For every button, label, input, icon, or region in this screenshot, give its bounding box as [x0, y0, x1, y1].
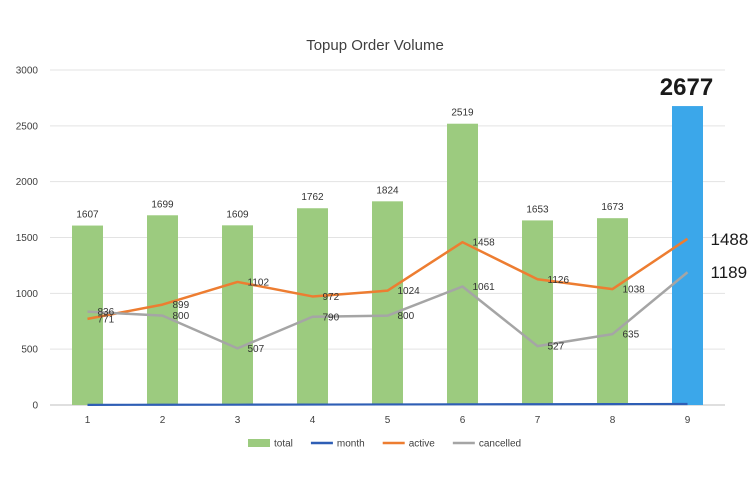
active-value-label: 1038 — [623, 285, 646, 296]
active-value-label: 771 — [98, 314, 115, 325]
x-tick-label: 2 — [160, 415, 166, 426]
cancelled-value-label: 507 — [248, 344, 265, 355]
active-last-callout: 1488 — [711, 230, 749, 249]
bar — [597, 218, 628, 405]
y-axis: 0 500 1000 1500 2000 2500 3000 — [16, 66, 39, 412]
bar-value-label: 1699 — [151, 199, 174, 210]
legend: total month active cancelled — [248, 439, 521, 450]
cancelled-value-label: 1061 — [473, 282, 496, 293]
y-tick-label: 500 — [21, 345, 38, 356]
cancelled-value-label: 836 — [98, 307, 115, 318]
x-tick-label: 7 — [535, 415, 541, 426]
cancelled-value-label: 635 — [623, 330, 640, 341]
bar — [72, 225, 103, 405]
cancelled-value-label: 800 — [398, 311, 415, 322]
bar — [222, 225, 253, 405]
line-series-month — [87, 402, 688, 406]
active-value-label: 899 — [173, 300, 190, 311]
bars — [72, 106, 703, 406]
active-value-label: 1126 — [548, 275, 570, 286]
data-labels: 1607 1699 1609 1762 1824 2519 1653 1673 771 899 11… — [76, 108, 645, 355]
bar — [522, 220, 553, 405]
x-tick-label: 3 — [235, 415, 241, 426]
cancelled-value-label: 527 — [548, 342, 565, 353]
bar-value-label: 1673 — [601, 202, 624, 213]
legend-label-active: active — [409, 439, 436, 450]
legend-label-total: total — [274, 439, 293, 450]
y-tick-label: 2500 — [16, 121, 39, 132]
x-axis: 1 2 3 4 5 6 7 8 9 — [85, 415, 691, 426]
chart-title: Topup Order Volume — [306, 37, 444, 54]
active-value-label: 1024 — [398, 286, 421, 297]
cancelled-value-label: 790 — [323, 312, 340, 323]
line-series-active — [87, 237, 689, 321]
y-tick-label: 3000 — [16, 66, 39, 77]
series-lines — [87, 237, 689, 406]
active-value-label: 1102 — [248, 277, 270, 288]
y-tick-label: 1500 — [16, 233, 39, 244]
active-value-label: 972 — [323, 292, 340, 303]
bar-value-label: 1609 — [226, 209, 249, 220]
total-last-callout: 2677 — [660, 74, 713, 101]
bar — [147, 215, 178, 405]
bar — [372, 201, 403, 405]
bar-value-label: 1824 — [376, 185, 399, 196]
x-tick-label: 8 — [610, 415, 616, 426]
legend-label-cancelled: cancelled — [479, 439, 521, 450]
cancelled-value-label: 800 — [173, 311, 190, 322]
bar-value-label: 1607 — [76, 210, 99, 221]
y-tick-label: 1000 — [16, 289, 39, 300]
bar — [297, 208, 328, 405]
bar — [447, 123, 478, 405]
bar-value-label: 1762 — [301, 192, 324, 203]
callout-labels: 2677 1488 1189 — [660, 74, 749, 282]
x-tick-label: 9 — [685, 415, 691, 426]
legend-label-month: month — [337, 439, 365, 450]
line-series-cancelled — [87, 271, 689, 350]
legend-swatch-total — [248, 439, 270, 447]
x-tick-label: 6 — [460, 415, 466, 426]
cancelled-last-callout: 1189 — [711, 263, 748, 282]
bar-value-label: 1653 — [526, 204, 549, 215]
bar-value-label: 2519 — [451, 108, 474, 119]
x-tick-label: 4 — [310, 415, 316, 426]
active-value-label: 1458 — [473, 238, 496, 249]
x-tick-label: 1 — [85, 415, 91, 426]
x-tick-label: 5 — [385, 415, 391, 426]
y-tick-label: 2000 — [16, 177, 39, 188]
y-tick-label: 0 — [32, 401, 38, 412]
bar — [672, 106, 703, 406]
